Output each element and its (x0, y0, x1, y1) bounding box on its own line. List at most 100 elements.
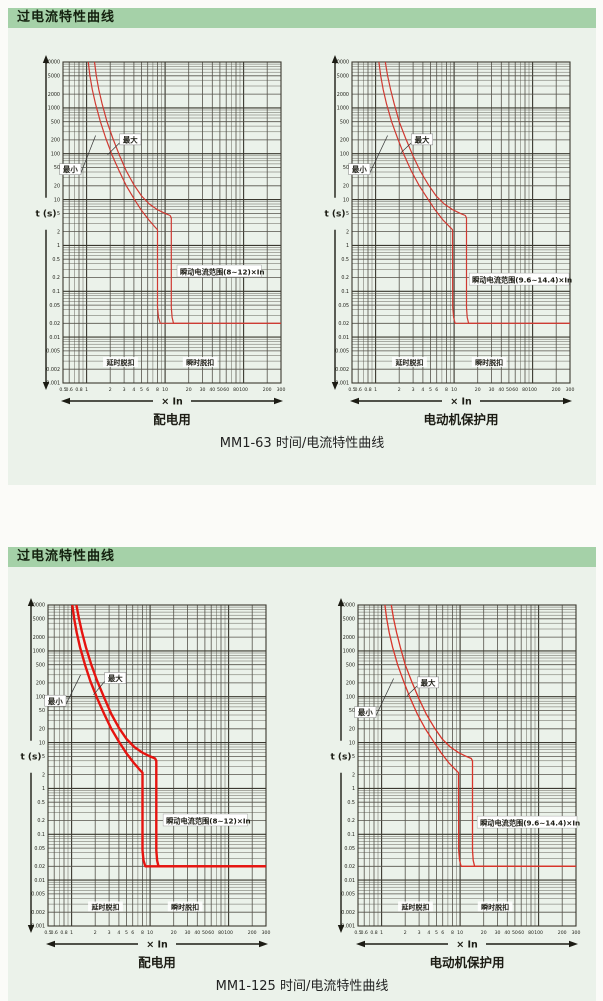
svg-text:2: 2 (404, 930, 407, 936)
svg-text:500: 500 (36, 662, 45, 668)
svg-text:20: 20 (39, 727, 45, 733)
svg-text:3: 3 (418, 930, 421, 936)
chart-mm1-63-distribution: 0.5 0.6 0.8 1 2 3 4 5 6 8 10 20 30 40 50 60 80 100 200 300 1… (26, 52, 318, 432)
svg-text:80: 80 (528, 930, 534, 936)
chart-mm1-125-distribution: 0.5 0.6 0.8 1 2 3 4 5 6 8 10 20 30 40 50 60 80 100 200 300 1… (11, 595, 303, 975)
svg-text:0.5: 0.5 (347, 800, 355, 806)
svg-text:1: 1 (70, 930, 73, 936)
svg-text:× In: × In (450, 396, 472, 407)
svg-text:0.2: 0.2 (52, 275, 60, 281)
svg-text:1: 1 (352, 786, 355, 792)
svg-text:80: 80 (218, 930, 224, 936)
svg-text:300: 300 (262, 930, 271, 936)
svg-text:2000: 2000 (337, 92, 349, 98)
label-instant-trip: 瞬时脱扣 (481, 903, 509, 912)
svg-text:1: 1 (346, 243, 349, 249)
svg-text:2000: 2000 (48, 92, 60, 98)
chart-title: 电动机保护用 (423, 412, 498, 427)
svg-text:10: 10 (457, 930, 463, 936)
svg-text:3: 3 (108, 930, 111, 936)
svg-text:0.002: 0.002 (31, 910, 45, 916)
svg-text:60: 60 (223, 387, 229, 393)
svg-text:200: 200 (346, 681, 355, 687)
label-instant-trip: 瞬时脱扣 (475, 358, 503, 367)
svg-text:0.8: 0.8 (364, 387, 371, 393)
section-title: 过电流特性曲线 (17, 549, 116, 564)
svg-text:2: 2 (346, 229, 349, 235)
svg-text:50: 50 (343, 165, 349, 171)
svg-text:0.002: 0.002 (341, 910, 355, 916)
svg-text:1000: 1000 (343, 649, 355, 655)
label-instantaneous-range: 瞬动电流范围(9.6~14.4)×In (480, 818, 580, 827)
svg-text:10: 10 (39, 740, 45, 746)
svg-text:30: 30 (185, 930, 191, 936)
svg-text:2: 2 (57, 229, 60, 235)
svg-text:40: 40 (498, 387, 504, 393)
svg-text:100: 100 (534, 930, 543, 936)
svg-text:1: 1 (374, 387, 377, 393)
svg-text:0.001: 0.001 (46, 381, 60, 387)
svg-text:40: 40 (504, 930, 510, 936)
chart-mm1-125-motor: 0.5 0.6 0.8 1 2 3 4 5 6 8 10 20 30 40 50 60 80 100 200 300 1… (321, 595, 603, 975)
curve-最大 (390, 604, 576, 867)
svg-text:10000: 10000 (45, 60, 60, 66)
svg-text:5000: 5000 (48, 74, 60, 80)
label-delay-trip: 延时脱扣 (90, 903, 119, 912)
svg-text:3: 3 (123, 387, 126, 393)
svg-text:t (s): t (s) (35, 209, 56, 219)
svg-text:0.02: 0.02 (49, 321, 60, 327)
svg-text:8: 8 (156, 387, 159, 393)
svg-text:20: 20 (171, 930, 177, 936)
panel-mm1-63: 过电流特性曲线 0.5 0.6 0.8 1 2 3 4 5 6 8 10 20 30 40 50 60 80 10… (8, 8, 596, 485)
label-max: 最大 (421, 679, 436, 688)
svg-text:0.6: 0.6 (66, 387, 73, 393)
curve-最小 (384, 604, 576, 867)
svg-text:50: 50 (202, 930, 208, 936)
svg-text:1: 1 (42, 786, 45, 792)
svg-text:40: 40 (209, 387, 215, 393)
svg-text:20: 20 (186, 387, 192, 393)
svg-text:0.8: 0.8 (60, 930, 67, 936)
svg-text:4: 4 (427, 930, 430, 936)
svg-text:10: 10 (162, 387, 168, 393)
section-title: 过电流特性曲线 (17, 10, 116, 25)
svg-text:t (s): t (s) (330, 752, 351, 762)
svg-text:8: 8 (141, 930, 144, 936)
svg-text:200: 200 (263, 387, 272, 393)
svg-text:0.6: 0.6 (361, 930, 368, 936)
svg-text:4: 4 (421, 387, 424, 393)
svg-text:0.01: 0.01 (34, 878, 45, 884)
svg-text:10000: 10000 (30, 603, 45, 609)
section-header-bar: 过电流特性曲线 (8, 8, 596, 28)
svg-text:5: 5 (57, 211, 60, 217)
svg-text:5: 5 (429, 387, 432, 393)
chart-svg: 0.50.6 0.8 1 2 3 4 5 6 8 10 20 30 40 50 60 80 100 200 3001… (20, 598, 271, 970)
svg-text:100: 100 (224, 930, 233, 936)
svg-text:60: 60 (518, 930, 524, 936)
svg-text:0.2: 0.2 (37, 818, 45, 824)
label-max: 最大 (108, 674, 123, 683)
svg-text:2: 2 (42, 772, 45, 778)
svg-text:0.6: 0.6 (51, 930, 58, 936)
svg-text:0.005: 0.005 (341, 892, 355, 898)
svg-text:0.002: 0.002 (46, 367, 60, 373)
svg-text:60: 60 (208, 930, 214, 936)
chart-svg: 0.50.6 0.8 1 2 3 4 5 6 8 10 20 30 40 50 60 80 100 200 3001… (35, 55, 285, 427)
svg-text:10000: 10000 (340, 603, 355, 609)
svg-text:20: 20 (349, 727, 355, 733)
svg-text:0.02: 0.02 (338, 321, 349, 327)
svg-text:0.5: 0.5 (59, 387, 66, 393)
svg-text:0.1: 0.1 (341, 289, 349, 295)
svg-text:0.5: 0.5 (44, 930, 51, 936)
svg-text:0.05: 0.05 (338, 303, 349, 309)
svg-text:4: 4 (117, 930, 120, 936)
svg-text:6: 6 (441, 930, 444, 936)
svg-text:5000: 5000 (337, 74, 349, 80)
svg-text:200: 200 (36, 681, 45, 687)
svg-text:0.1: 0.1 (52, 289, 60, 295)
svg-text:500: 500 (340, 119, 349, 125)
svg-text:20: 20 (54, 184, 60, 190)
label-instantaneous-range: 瞬动电流范围(8~12)×In (166, 816, 251, 825)
curve-最小 (378, 61, 570, 324)
chart-mm1-63-motor: 0.5 0.6 0.8 1 2 3 4 5 6 8 10 20 30 40 50 60 80 100 200 300 1… (315, 52, 603, 432)
